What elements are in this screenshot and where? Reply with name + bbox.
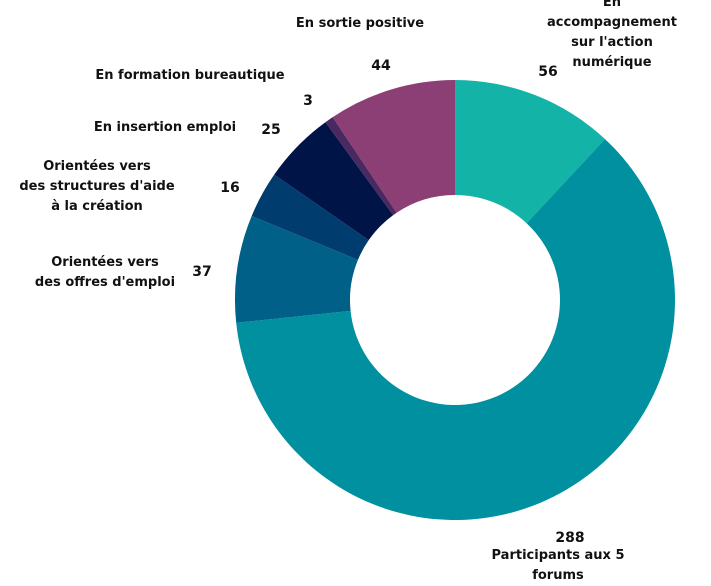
value-label: 25 xyxy=(261,122,281,138)
donut-slice xyxy=(274,122,394,241)
slice-label: En insertion emploi xyxy=(93,120,237,135)
value-label: 56 xyxy=(538,64,558,80)
value-label: 44 xyxy=(371,58,391,74)
slice-label: En accompagnement sur l'action numérique xyxy=(547,0,677,70)
slice-label: Orientées vers des structures d'aide à l… xyxy=(19,159,175,214)
donut-slice xyxy=(251,174,369,260)
donut-slice xyxy=(455,80,605,224)
value-label: 37 xyxy=(192,264,212,280)
value-label: 16 xyxy=(220,180,240,196)
slice-label: En sortie positive xyxy=(295,16,425,31)
donut-slice xyxy=(332,80,455,213)
slice-label: En formation bureautique xyxy=(95,68,285,83)
donut-slice xyxy=(236,139,675,520)
donut-slice xyxy=(235,215,358,323)
donut-slice xyxy=(325,117,397,216)
slice-label: Participants aux 5 forums xyxy=(491,548,625,583)
value-label: 3 xyxy=(303,93,313,109)
slice-label: Orientées vers des offres d'emploi xyxy=(34,255,176,290)
value-label: 288 xyxy=(555,530,585,546)
